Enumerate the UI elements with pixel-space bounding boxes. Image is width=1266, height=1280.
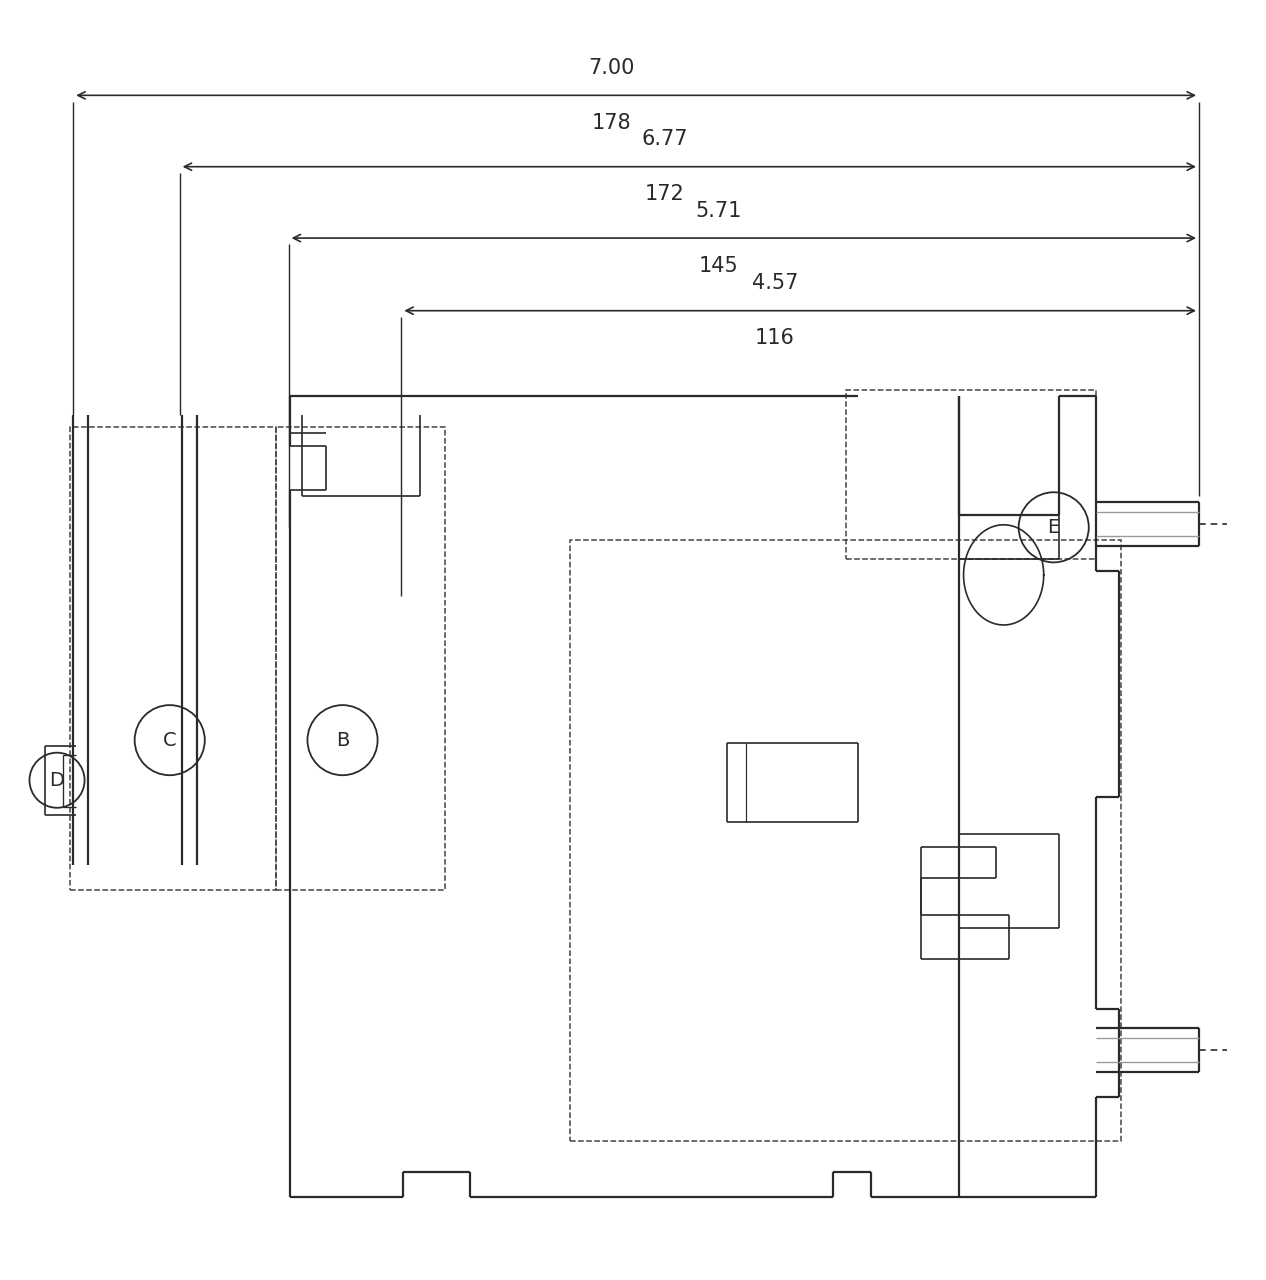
Text: 145: 145	[699, 256, 738, 275]
Text: 7.00: 7.00	[587, 58, 634, 78]
Bar	[571, 540, 1122, 1140]
Text: B: B	[335, 731, 349, 750]
Text: C: C	[163, 731, 176, 750]
Text: 172: 172	[644, 184, 684, 205]
Bar	[276, 428, 446, 891]
Bar	[70, 428, 276, 891]
Text: 6.77: 6.77	[641, 129, 687, 150]
Text: E: E	[1047, 518, 1060, 536]
Bar	[846, 389, 1096, 558]
Text: D: D	[49, 771, 65, 790]
Text: 116: 116	[756, 328, 795, 348]
Text: 4.57: 4.57	[752, 273, 799, 293]
Text: 178: 178	[591, 113, 630, 133]
Text: 5.71: 5.71	[695, 201, 742, 220]
